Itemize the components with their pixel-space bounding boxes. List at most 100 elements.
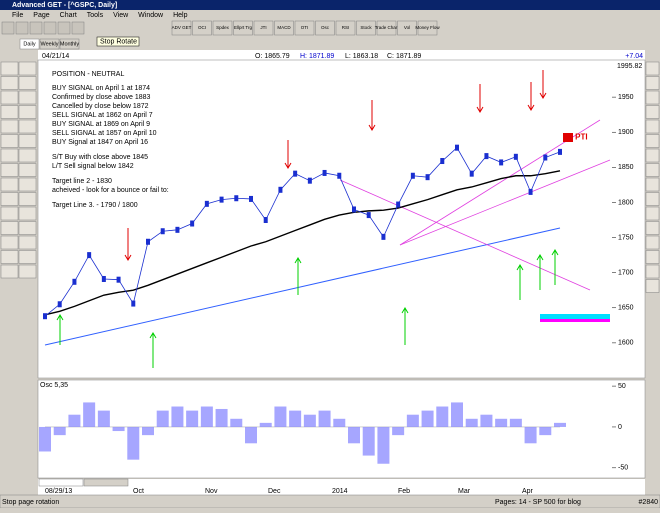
side-button <box>645 61 660 76</box>
arrow-head <box>149 332 157 339</box>
arrow-head <box>516 264 524 271</box>
side-button <box>18 134 37 148</box>
side-button <box>645 105 660 119</box>
marker-bar <box>540 314 610 319</box>
side-button <box>645 76 660 90</box>
osc-bar <box>142 426 154 436</box>
menu-item[interactable]: View <box>113 12 129 19</box>
toolbar-button[interactable] <box>274 20 294 36</box>
menu-item[interactable]: File <box>12 12 23 19</box>
side-button <box>18 192 37 206</box>
toolbar-button[interactable] <box>376 20 397 36</box>
toolbar-button[interactable] <box>212 20 233 36</box>
x-tick-label: 08/29/13 <box>45 488 72 495</box>
note: POSITION - NEUTRAL <box>52 71 124 78</box>
osc-bar <box>509 418 522 427</box>
tab[interactable] <box>19 38 40 50</box>
arrow-head <box>284 162 292 169</box>
toolbar-button[interactable] <box>171 20 192 36</box>
x-tick-label: 2014 <box>332 488 348 495</box>
tab[interactable] <box>39 38 60 50</box>
osc-bar <box>318 410 331 427</box>
osc-bar <box>303 414 316 427</box>
toolbar-button[interactable] <box>356 20 376 36</box>
side-button <box>645 148 660 163</box>
moving-average <box>44 170 561 316</box>
toolbar-label: ADV GET <box>172 25 192 30</box>
toolbar-label: OCI <box>198 25 206 30</box>
toolbar-label: Vol <box>404 25 410 30</box>
side-button <box>645 177 660 192</box>
note: acheived - look for a bounce or fail to: <box>52 187 169 194</box>
price-panel <box>37 59 646 379</box>
toolbar-button[interactable] <box>294 20 315 36</box>
osc-bar <box>53 426 66 436</box>
note: Target Line 3. - 1790 / 1800 <box>52 202 138 209</box>
side-button <box>645 221 660 235</box>
note: Target line 2 - 1830 <box>52 178 112 185</box>
x-tick-label: Nov <box>205 488 218 495</box>
side-button <box>18 235 37 250</box>
osc-bar <box>230 418 243 427</box>
osc-bar <box>348 426 360 444</box>
side-button <box>645 235 660 250</box>
toolbar-button[interactable] <box>192 20 212 36</box>
tab[interactable] <box>59 38 80 50</box>
y-tick-label: 1850 <box>618 164 634 171</box>
quote-high: H: 1871.89 <box>300 53 334 60</box>
side-button <box>0 61 19 76</box>
quote-low: L: 1863.18 <box>345 53 378 60</box>
toolbar-button[interactable] <box>233 20 253 36</box>
arrow-head <box>539 92 547 99</box>
osc-bar <box>97 410 110 427</box>
toolbar-button[interactable] <box>253 20 274 36</box>
arrow-head <box>476 106 484 113</box>
osc-bar <box>480 414 493 427</box>
menu-item[interactable]: Window <box>138 12 164 19</box>
osc-bar <box>274 406 287 427</box>
side-button <box>18 76 37 90</box>
toolbar-label: Ellprt Trg <box>234 25 253 30</box>
side-button <box>645 192 660 206</box>
toolbar-label: Trade Chan <box>375 25 399 30</box>
side-button <box>645 119 660 134</box>
toolbar-label: RSI <box>342 25 350 30</box>
menu-item[interactable]: Help <box>173 12 188 19</box>
side-button <box>18 90 37 105</box>
quote-date: 04/21/14 <box>42 53 69 60</box>
toolbar-button[interactable] <box>417 20 438 36</box>
note: S/T Buy with close above 1845 <box>52 154 148 161</box>
toolbar-button[interactable] <box>335 20 356 36</box>
toolbar-button[interactable] <box>315 20 335 36</box>
icon-button <box>1 21 15 35</box>
x-tick-label: Feb <box>398 488 410 495</box>
side-button <box>0 119 19 134</box>
osc-bar <box>406 414 419 427</box>
osc-bar <box>451 402 463 427</box>
osc-tab <box>38 478 84 487</box>
side-button <box>0 264 19 279</box>
arrow-head <box>368 124 376 131</box>
pti-label: 24 PTI <box>564 133 588 142</box>
y-tick-label: 1800 <box>618 199 634 206</box>
toolbar-label: Money Flow <box>415 25 440 30</box>
menu-item[interactable]: Chart <box>60 12 77 19</box>
menu-item[interactable]: Tools <box>87 12 104 19</box>
x-tick-label: Apr <box>522 488 534 495</box>
osc-bar <box>421 410 434 427</box>
osc-bar <box>362 426 375 456</box>
toolbar-label: OTI <box>301 25 309 30</box>
trend-line <box>44 227 561 346</box>
menu-item[interactable]: Page <box>33 12 49 19</box>
title-bar <box>0 0 660 10</box>
note: Cancelled by close below 1872 <box>52 103 149 110</box>
osc-bar <box>465 418 478 427</box>
arrow-head <box>527 104 535 111</box>
arrow-head <box>536 254 544 261</box>
quote-change: +7.04 <box>625 53 643 60</box>
side-button <box>18 61 37 76</box>
x-tick-label: Mar <box>458 488 471 495</box>
side-button <box>645 134 660 148</box>
toolbar-button[interactable] <box>397 20 417 36</box>
y-tick-label: 1750 <box>618 234 634 241</box>
